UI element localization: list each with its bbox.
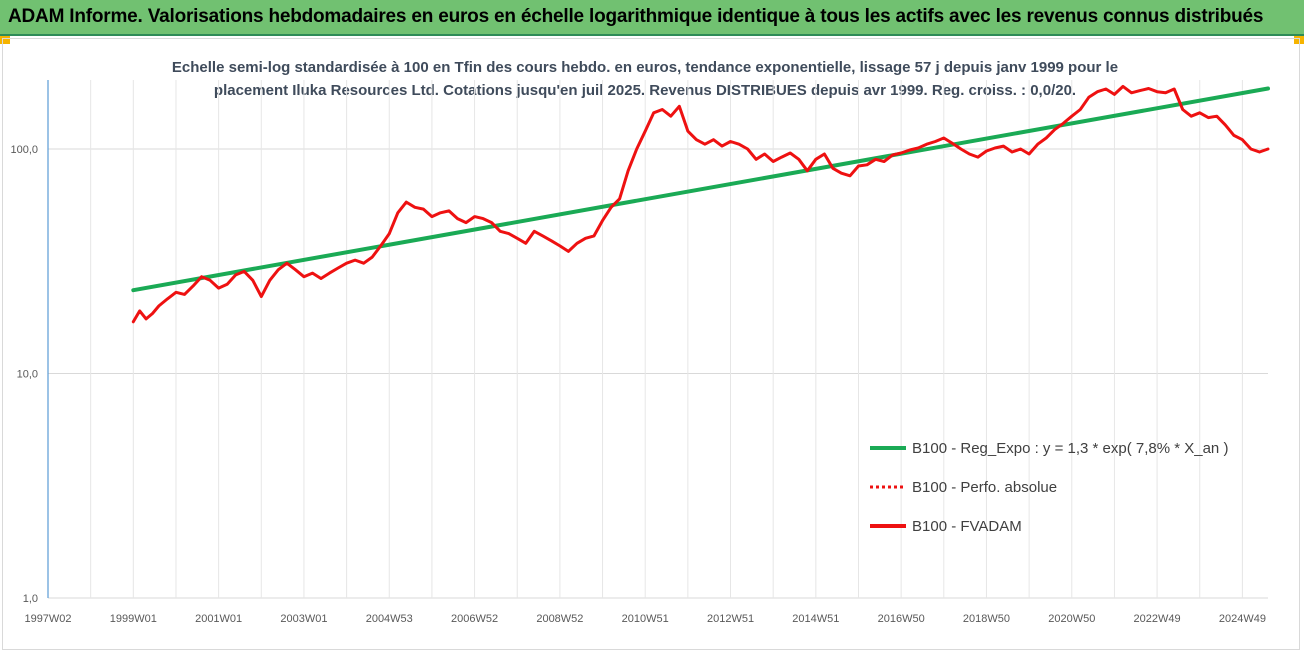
axis-layer: 1,0 10,0 100,0 1997W02 1999W01 2001W01 2003W01…: [10, 80, 1266, 625]
x-tick-label: 2010W51: [622, 613, 669, 625]
x-tick-label: 2003W01: [280, 613, 327, 625]
x-tick-label: 2012W51: [707, 613, 754, 625]
header-bar: ADAM Informe. Valorisations hebdomadaire…: [0, 0, 1304, 36]
x-tick-label: 2024W49: [1219, 613, 1266, 625]
corner-marker-left: [0, 36, 10, 44]
x-tick-label: 2004W53: [366, 613, 413, 625]
chart-legend: B100 - Reg_Expo : y = 1,3 * exp( 7,8% * …: [870, 440, 1228, 535]
y-tick-label: 1,0: [23, 593, 38, 605]
chart-subtitle-line-1: Echelle semi-log standardisée à 100 en T…: [171, 59, 1119, 76]
chart-area: [2, 38, 1300, 650]
y-tick-label: 100,0: [10, 144, 38, 156]
x-tick-label: 2001W01: [195, 613, 242, 625]
x-tick-label: 2022W49: [1134, 613, 1181, 625]
x-tick-label: 2008W52: [536, 613, 583, 625]
x-tick-label: 1997W02: [24, 613, 71, 625]
x-tick-label: 1999W01: [110, 613, 157, 625]
grid-layer: [47, 80, 1268, 599]
legend-label-2: B100 - FVADAM: [912, 518, 1022, 535]
legend-label-1: B100 - Perfo. absolue: [912, 479, 1057, 496]
x-tick-label: 2018W50: [963, 613, 1010, 625]
x-tick-label: 2014W51: [792, 613, 839, 625]
legend-label-0: B100 - Reg_Expo : y = 1,3 * exp( 7,8% * …: [912, 440, 1228, 457]
x-tick-label: 2020W50: [1048, 613, 1095, 625]
header-title: ADAM Informe. Valorisations hebdomadaire…: [8, 6, 1264, 27]
series-line-2: [131, 84, 1270, 324]
x-tick-label: 2006W52: [451, 613, 498, 625]
series-line-0: [131, 86, 1270, 293]
y-tick-label: 10,0: [17, 369, 38, 381]
x-tick-label: 2016W50: [878, 613, 925, 625]
series-layer: [131, 84, 1270, 324]
